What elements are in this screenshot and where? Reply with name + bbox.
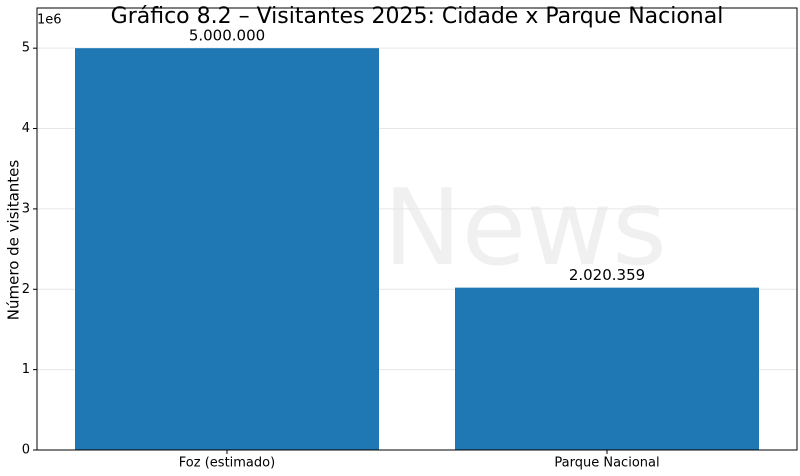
value-label: 5.000.000 xyxy=(189,27,265,45)
y-tick-label: 2 xyxy=(22,282,30,297)
y-tick-label: 4 xyxy=(22,121,30,136)
bar xyxy=(455,287,759,450)
x-tick-label: Foz (estimado) xyxy=(179,456,275,471)
watermark: News xyxy=(383,167,667,289)
y-tick-label: 0 xyxy=(22,443,30,458)
x-tick-label: Parque Nacional xyxy=(554,456,659,471)
y-tick-label: 5 xyxy=(22,41,30,56)
y-offset-label: 1e6 xyxy=(37,13,62,28)
y-tick-label: 3 xyxy=(22,201,30,216)
bar xyxy=(75,48,379,450)
value-label: 2.020.359 xyxy=(569,266,645,284)
plot-frame xyxy=(36,7,798,451)
y-axis-label: Número de visitantes xyxy=(5,160,23,321)
y-tick-label: 1 xyxy=(22,362,30,377)
